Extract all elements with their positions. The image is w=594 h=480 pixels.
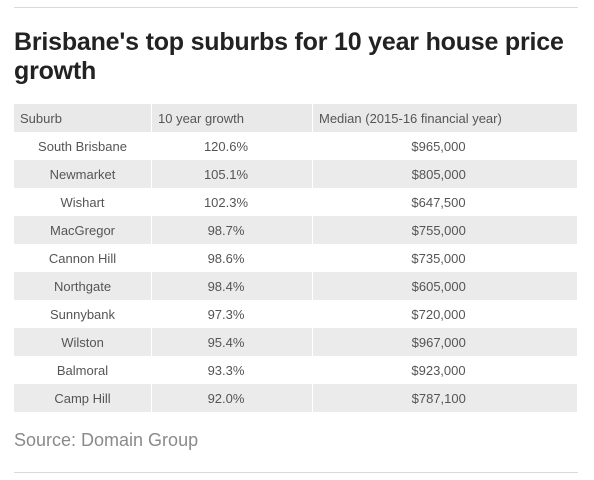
cell-suburb: Wilston xyxy=(14,328,152,356)
cell-suburb: Newmarket xyxy=(14,160,152,188)
cell-growth: 120.6% xyxy=(151,132,313,160)
cell-median: $967,000 xyxy=(312,328,577,356)
table-row: Cannon Hill 98.6% $735,000 xyxy=(14,244,577,272)
cell-growth: 98.4% xyxy=(151,272,313,300)
cell-growth: 98.6% xyxy=(151,244,313,272)
cell-suburb: Camp Hill xyxy=(14,384,152,412)
cell-median: $755,000 xyxy=(312,216,577,244)
cell-median: $735,000 xyxy=(312,244,577,272)
table-row: Wilston 95.4% $967,000 xyxy=(14,328,577,356)
table-row: Balmoral 93.3% $923,000 xyxy=(14,356,577,384)
cell-suburb: Sunnybank xyxy=(14,300,152,328)
top-divider xyxy=(14,7,578,8)
cell-median: $605,000 xyxy=(312,272,577,300)
cell-growth: 102.3% xyxy=(151,188,313,216)
cell-suburb: MacGregor xyxy=(14,216,152,244)
table-header-row: Suburb 10 year growth Median (2015-16 fi… xyxy=(14,104,577,132)
table-row: Northgate 98.4% $605,000 xyxy=(14,272,577,300)
cell-median: $787,100 xyxy=(312,384,577,412)
cell-growth: 93.3% xyxy=(151,356,313,384)
cell-growth: 95.4% xyxy=(151,328,313,356)
table-row: MacGregor 98.7% $755,000 xyxy=(14,216,577,244)
source-note: Source: Domain Group xyxy=(14,430,199,450)
table-row: Newmarket 105.1% $805,000 xyxy=(14,160,577,188)
cell-median: $923,000 xyxy=(312,356,577,384)
cell-suburb: Northgate xyxy=(14,272,152,300)
column-header-growth: 10 year growth xyxy=(151,104,313,132)
column-header-suburb: Suburb xyxy=(14,104,152,132)
data-table: Suburb 10 year growth Median (2015-16 fi… xyxy=(14,104,577,412)
cell-growth: 98.7% xyxy=(151,216,313,244)
cell-suburb: Wishart xyxy=(14,188,152,216)
table-body: South Brisbane 120.6% $965,000 Newmarket 105… xyxy=(14,132,577,412)
table-row: Wishart 102.3% $647,500 xyxy=(14,188,577,216)
cell-median: $805,000 xyxy=(312,160,577,188)
column-header-median: Median (2015-16 financial year) xyxy=(312,104,577,132)
cell-suburb: Balmoral xyxy=(14,356,152,384)
cell-suburb: South Brisbane xyxy=(14,132,152,160)
chart-title: Brisbane's top suburbs for 10 year house… xyxy=(14,28,564,85)
table-row: Camp Hill 92.0% $787,100 xyxy=(14,384,577,412)
cell-median: $647,500 xyxy=(312,188,577,216)
cell-suburb: Cannon Hill xyxy=(14,244,152,272)
cell-growth: 105.1% xyxy=(151,160,313,188)
bottom-divider xyxy=(14,472,578,473)
cell-growth: 97.3% xyxy=(151,300,313,328)
cell-median: $720,000 xyxy=(312,300,577,328)
table-row: Sunnybank 97.3% $720,000 xyxy=(14,300,577,328)
cell-median: $965,000 xyxy=(312,132,577,160)
cell-growth: 92.0% xyxy=(151,384,313,412)
table-row: South Brisbane 120.6% $965,000 xyxy=(14,132,577,160)
